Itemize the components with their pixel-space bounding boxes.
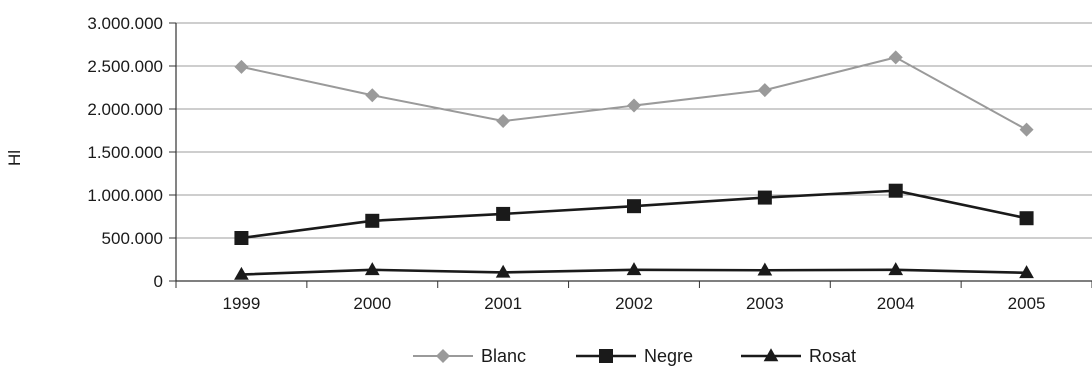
x-tick-label: 2004: [877, 294, 915, 313]
series-line-negre: [241, 189, 1027, 240]
legend-item-rosat: Rosat: [741, 346, 856, 366]
y-tick-label: 3.000.000: [87, 14, 163, 33]
data-point-blanc: [496, 114, 511, 129]
data-point-negre: [1019, 211, 1034, 226]
data-point-blanc: [888, 50, 903, 65]
x-tick-labels: 1999 2000 2001 2002 2003 2004 2005: [223, 294, 1046, 313]
data-point-negre: [627, 199, 641, 214]
x-tick-label: 2000: [353, 294, 391, 313]
data-point-negre: [365, 213, 380, 228]
y-tick-labels: 0 500.000 1.000.000 1.500.000 2.000.000 2.500…: [87, 14, 163, 291]
y-tick-label: 1.500.000: [87, 143, 163, 162]
legend-marker-blanc: [436, 349, 450, 363]
y-tick-label: 1.000.000: [87, 186, 163, 205]
series: [234, 50, 1034, 280]
legend-label-blanc: Blanc: [481, 346, 526, 366]
data-point-rosat: [495, 264, 511, 278]
data-point-negre: [757, 190, 772, 205]
legend-item-negre: Negre: [576, 346, 693, 366]
x-tick-label: 2001: [484, 294, 522, 313]
data-point-rosat: [626, 262, 642, 276]
y-tick-label: 2.000.000: [87, 100, 163, 119]
x-tick-label: 2005: [1008, 294, 1046, 313]
y-tick-label: 0: [154, 272, 163, 291]
data-point-rosat: [234, 266, 249, 280]
gridlines: [176, 22, 1092, 239]
data-point-rosat: [364, 262, 380, 276]
data-point-negre: [888, 183, 903, 198]
data-point-blanc: [1019, 122, 1034, 137]
x-tick-label: 2003: [746, 294, 784, 313]
data-point-negre: [234, 231, 249, 245]
series-rosat: [234, 262, 1034, 280]
x-tick-label: 2002: [615, 294, 653, 313]
axes: [169, 22, 1092, 288]
y-axis-label: Hl: [5, 150, 24, 166]
x-tick-label: 1999: [223, 294, 261, 313]
legend-label-rosat: Rosat: [809, 346, 856, 366]
series-negre: [234, 183, 1034, 245]
data-point-blanc: [365, 88, 380, 103]
legend: Blanc Negre Rosat: [413, 346, 856, 366]
data-point-rosat: [757, 262, 773, 276]
data-point-blanc: [234, 59, 249, 74]
y-tick-label: 500.000: [102, 229, 163, 248]
y-tick-label: 2.500.000: [87, 57, 163, 76]
data-point-rosat: [888, 262, 904, 276]
data-point-blanc: [757, 83, 772, 98]
data-point-rosat: [1019, 265, 1034, 279]
legend-item-blanc: Blanc: [413, 346, 526, 366]
series-blanc: [234, 50, 1034, 137]
series-line-blanc: [241, 56, 1028, 131]
legend-marker-negre: [599, 349, 613, 363]
data-point-negre: [496, 206, 511, 221]
legend-label-negre: Negre: [644, 346, 693, 366]
legend-marker-rosat: [763, 348, 779, 362]
data-point-blanc: [627, 98, 641, 113]
